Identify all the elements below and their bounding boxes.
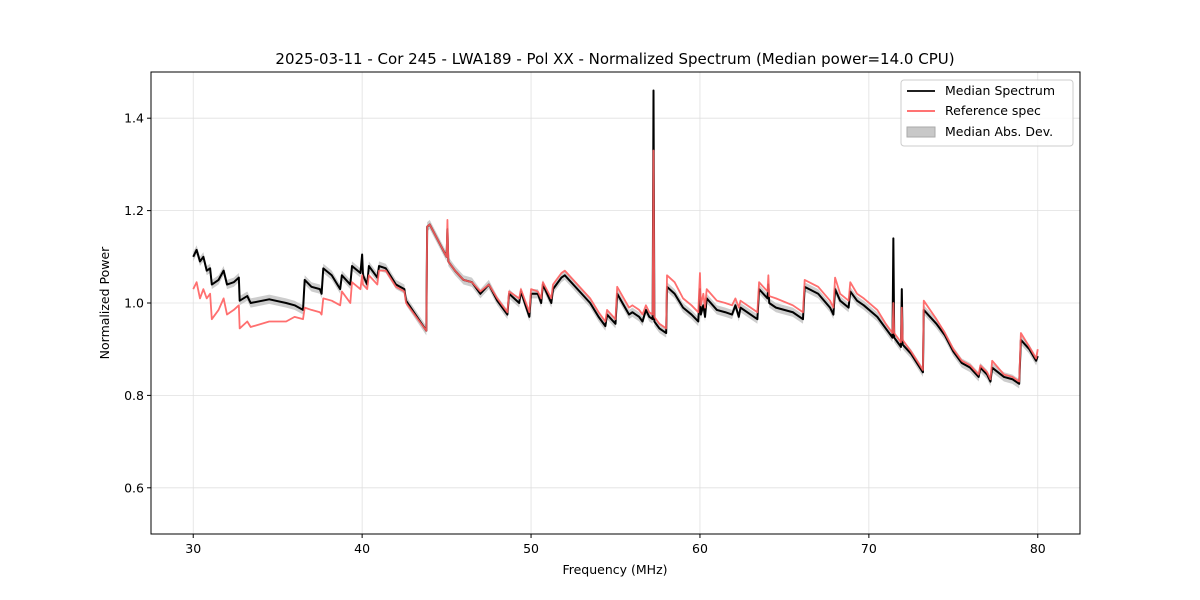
y-tick-label: 0.6 [124,480,144,495]
y-tick-label: 1.4 [124,111,144,126]
y-tick-label: 0.8 [124,388,144,403]
legend-reference-label: Reference spec [945,103,1041,118]
y-tick-label: 1.2 [124,203,144,218]
reference-spectrum-line [192,149,1039,383]
mad-band-layer [193,85,1038,389]
legend-box [900,79,1074,147]
x-tick-label: 60 [692,541,708,556]
series-layer [192,89,1039,385]
legend-median-label: Median Spectrum [945,83,1055,98]
legend-mad-label: Median Abs. Dev. [945,124,1053,139]
median-spectrum-line [192,89,1039,385]
x-tick-label: 80 [1030,541,1046,556]
x-tick-label: 30 [185,541,201,556]
y-axis-label: Normalized Power [97,246,112,360]
x-tick-label: 70 [861,541,877,556]
mad-band [193,85,1038,389]
x-tick-label: 50 [523,541,539,556]
chart-title: 2025-03-11 - Cor 245 - LWA189 - Pol XX -… [275,50,954,68]
x-tick-label: 40 [354,541,370,556]
ticks: 30 40 50 60 70 80 0.6 0.8 1.0 1.2 1.4 [124,111,1046,556]
x-axis-label: Frequency (MHz) [562,562,667,577]
legend: Median Spectrum Reference spec Median Ab… [900,79,1074,147]
y-tick-label: 1.0 [124,296,144,311]
legend-mad-swatch [906,126,936,138]
